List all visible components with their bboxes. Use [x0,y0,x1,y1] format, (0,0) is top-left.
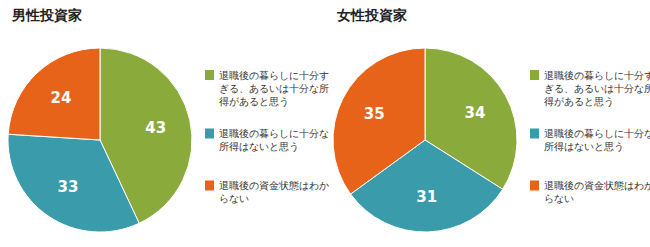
legend-label: 退職後の資金状態はわからない [219,180,329,204]
legend-item: 退職後の資金状態はわからない [205,180,329,204]
legend-item: 退職後の暮らしに十分すぎる、あるいは十分な所得があると思う [205,70,329,107]
data-label: 33 [58,178,79,196]
legend-swatch [530,70,539,80]
legend-label: 退職後の資金状態はわからない [544,180,650,204]
legend-swatch [530,181,539,191]
legend-item: 退職後の暮らしに十分な所得はないと思う [205,128,329,152]
legend-label: 退職後の暮らしに十分な所得はないと思う [544,128,650,152]
legend-swatch [205,181,214,191]
pie: 34 31 35 [333,48,517,232]
data-label: 34 [465,104,486,122]
data-label: 43 [145,119,166,137]
legend-label: 退職後の暮らしに十分な所得はないと思う [219,128,329,152]
chart-panel: 女性投資家 34 31 35 退職後の暮らしに十分すぎる、あるいは十分な所得があると思う… [333,7,650,232]
chart-canvas: 男性投資家 43 33 24 退職後の暮らしに十分すぎる、あるいは十分な所得があると思う… [0,0,650,247]
pie-slice [333,48,425,194]
legend-item: 退職後の暮らしに十分な所得はないと思う [530,128,650,152]
data-label: 31 [416,188,437,206]
chart-title: 男性投資家 [11,7,82,23]
legend-item: 退職後の資金状態はわからない [530,180,650,204]
pie: 43 33 24 [8,48,192,232]
chart-title: 女性投資家 [336,7,407,23]
legend-swatch [205,70,214,80]
pie-slice [8,134,139,232]
legend-item: 退職後の暮らしに十分すぎる、あるいは十分な所得があると思う [530,70,650,107]
data-label: 24 [51,89,72,107]
chart-panel: 男性投資家 43 33 24 退職後の暮らしに十分すぎる、あるいは十分な所得があると思う… [8,7,329,232]
legend-swatch [205,129,214,139]
legend-swatch [530,129,539,139]
pie-slice [8,48,100,140]
legend-label: 退職後の暮らしに十分すぎる、あるいは十分な所得があると思う [544,70,650,107]
data-label: 35 [364,105,385,123]
legend-label: 退職後の暮らしに十分すぎる、あるいは十分な所得があると思う [219,70,329,107]
